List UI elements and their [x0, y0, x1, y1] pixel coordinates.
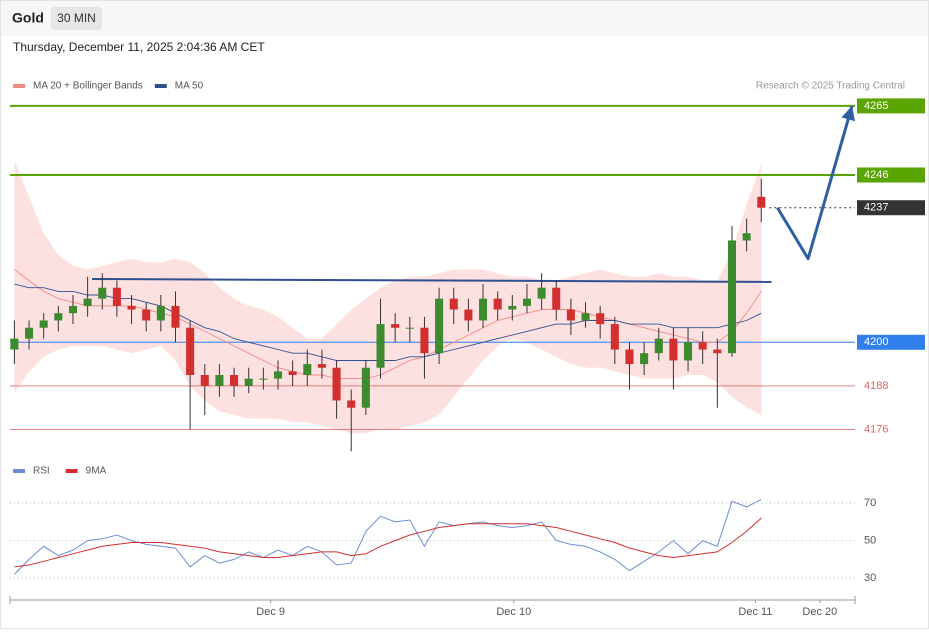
candle-body: [25, 327, 34, 339]
candle-body: [10, 338, 19, 350]
candle-body: [303, 364, 312, 375]
legend-swatch: [65, 469, 78, 473]
interval-badge: [51, 7, 102, 30]
candle-body: [68, 305, 77, 314]
x-tick-label: Dec 11: [738, 606, 772, 618]
candle-body: [376, 324, 385, 368]
candle-body: [420, 327, 429, 354]
candle-body: [391, 324, 400, 328]
level-label-box: [857, 334, 925, 350]
legend-swatch: [154, 84, 167, 88]
timestamp: Thursday, December 11, 2025 2:04:36 AM C…: [13, 40, 265, 54]
candle-body: [684, 342, 693, 361]
y-tick-label: 50: [864, 535, 876, 547]
candle-body: [757, 196, 766, 208]
candle-body: [171, 305, 180, 328]
candle-body: [478, 298, 488, 321]
candle-body: [522, 298, 531, 306]
candle-body: [83, 298, 92, 306]
candle-body: [215, 375, 224, 386]
candle-body: [742, 233, 751, 241]
level-label: 4176: [864, 423, 888, 435]
candle-body: [244, 378, 253, 386]
level-label: 4200: [864, 336, 888, 348]
candle-body: [537, 287, 546, 299]
symbol: Gold: [12, 10, 44, 26]
x-tick-label: Dec 9: [256, 606, 285, 618]
legend-label: RSI: [33, 466, 50, 477]
ma-line: [14, 269, 762, 380]
candle-body: [654, 338, 663, 354]
level-label: 4246: [864, 169, 888, 181]
legend-label: 9MA: [86, 466, 107, 477]
y-tick-label: 30: [864, 572, 876, 584]
level-label: 4237: [864, 202, 888, 214]
candle-body: [186, 327, 195, 375]
level-label: 4188: [864, 380, 888, 392]
rsi-line: [14, 517, 762, 568]
candle-body: [596, 313, 605, 325]
candle-body: [610, 324, 619, 350]
candle-body: [713, 349, 722, 354]
forecast-arrow: [776, 105, 854, 261]
candle-body: [640, 353, 649, 365]
legend-label: MA 50: [175, 81, 204, 92]
level-label-box: [857, 167, 925, 183]
header-bar: [1, 1, 928, 36]
candle-body: [54, 313, 63, 321]
candle-body: [127, 305, 136, 310]
legend-label: MA 20 + Bollinger Bands: [33, 81, 143, 92]
level-label-box: [857, 98, 925, 114]
candle-body: [39, 320, 48, 328]
candle-body: [142, 309, 151, 321]
candle-body: [727, 240, 737, 354]
candle-body: [317, 364, 326, 368]
candle-body: [669, 338, 678, 361]
candle-body: [259, 378, 268, 380]
candle-body: [347, 400, 356, 408]
candle-body: [405, 327, 414, 329]
candle-body: [288, 371, 297, 375]
candle-body: [698, 342, 707, 350]
level-label-box: [857, 200, 925, 216]
candle-body: [581, 313, 590, 321]
legend-swatch: [13, 84, 25, 88]
candle-body: [625, 349, 634, 365]
candle-body: [493, 298, 502, 310]
level-label: 4265: [864, 100, 888, 112]
candle-body: [449, 298, 458, 310]
interval: 30 MIN: [57, 11, 96, 25]
y-tick-label: 70: [864, 497, 876, 509]
candle-body: [112, 287, 121, 306]
trend-line: [92, 278, 772, 283]
credit: Research © 2025 Trading Central: [756, 81, 905, 92]
candle-body: [508, 305, 517, 310]
candle-body: [200, 375, 209, 386]
candle-body: [566, 309, 575, 321]
candle-body: [464, 309, 473, 321]
x-tick-label: Dec 20: [802, 606, 837, 618]
candle-body: [98, 287, 107, 299]
candle-body: [273, 371, 283, 379]
x-tick-label: Dec 10: [496, 606, 531, 618]
candle-body: [435, 298, 444, 354]
candle-body: [332, 367, 341, 401]
candle-body: [230, 375, 239, 386]
candle-body: [156, 305, 165, 321]
ma-line: [14, 283, 762, 361]
candle-body: [361, 367, 370, 408]
legend-swatch: [13, 469, 25, 473]
bollinger-band: [14, 160, 762, 434]
candle-body: [552, 287, 561, 310]
forecast-arrowhead: [841, 105, 855, 122]
